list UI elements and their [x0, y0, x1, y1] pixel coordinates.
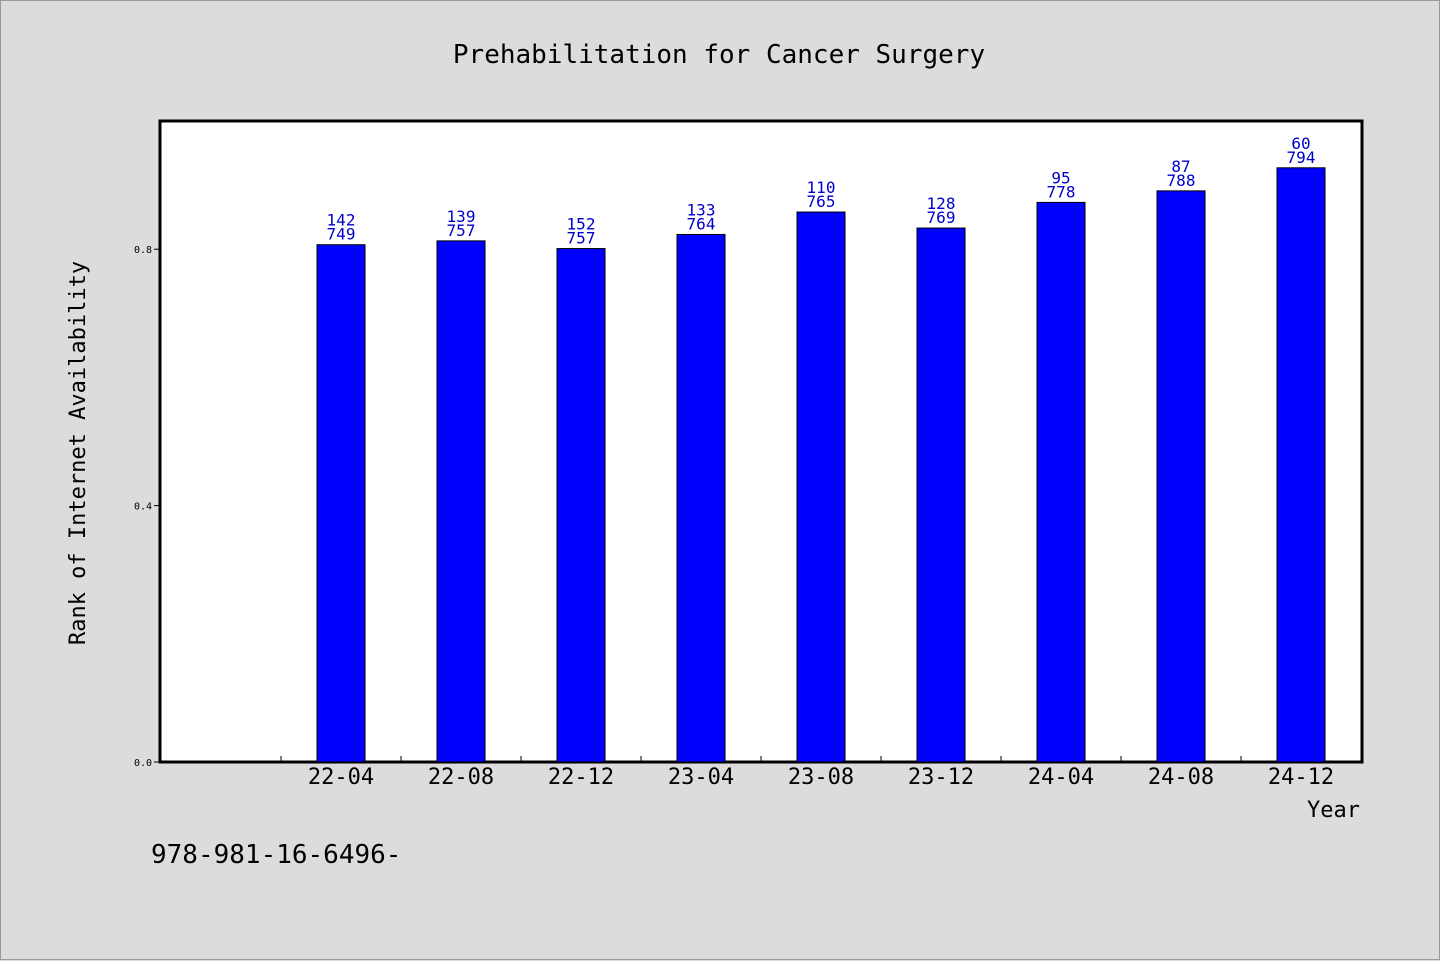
data-label-bottom: 757 — [447, 221, 476, 240]
data-label-top: 128 — [927, 194, 956, 213]
data-label-bottom: 794 — [1287, 148, 1316, 167]
data-label-bottom: 749 — [327, 225, 356, 244]
bar-22-04 — [316, 244, 366, 763]
x-tick-label: 22-04 — [308, 765, 374, 790]
data-label-top: 142 — [327, 211, 356, 230]
data-label-bottom: 757 — [567, 229, 596, 248]
bars-group — [316, 167, 1326, 763]
x-tick-label: 24-04 — [1028, 765, 1094, 790]
bar-22-12 — [556, 248, 606, 763]
data-label-top: 87 — [1171, 157, 1190, 176]
x-tick-label: 23-04 — [668, 765, 734, 790]
y-axis-title: Rank of Internet Availability — [66, 261, 91, 645]
x-tick-label: 24-08 — [1148, 765, 1214, 790]
data-label-bottom: 764 — [687, 214, 716, 233]
data-label-bottom: 778 — [1047, 182, 1076, 201]
x-tick-label: 23-12 — [908, 765, 974, 790]
y-tick-label: 0.8 — [134, 245, 152, 256]
bar-22-08 — [436, 240, 486, 763]
x-tick-label: 23-08 — [788, 765, 854, 790]
data-label-top: 152 — [567, 215, 596, 234]
y-axis-ticks: 0.0 0.4 0.8 — [134, 245, 160, 769]
x-axis-ticks: 22-04 22-08 22-12 23-04 23-08 23-12 24-04 24-08… — [280, 756, 1362, 790]
bar-23-08 — [796, 211, 846, 763]
x-tick-label: 22-08 — [428, 765, 494, 790]
bar-23-04 — [676, 233, 726, 763]
x-tick-label: 22-12 — [548, 765, 614, 790]
data-label-top: 133 — [687, 200, 716, 219]
data-label-top: 95 — [1051, 168, 1070, 187]
data-label-bottom: 769 — [927, 208, 956, 227]
data-label-bottom: 765 — [807, 192, 836, 211]
data-label-top: 60 — [1291, 134, 1310, 153]
chart-title: Prehabilitation for Cancer Surgery — [453, 40, 985, 70]
data-label-top: 139 — [447, 207, 476, 226]
x-tick-label: 24-12 — [1268, 765, 1334, 790]
bar-23-12 — [916, 227, 966, 763]
footer-isbn-text: 978-981-16-6496- — [151, 840, 401, 870]
y-tick-label: 0.4 — [134, 502, 152, 513]
bar-24-08 — [1156, 190, 1206, 763]
x-axis-title: Year — [1307, 798, 1360, 823]
y-tick-label: 0.0 — [134, 758, 152, 769]
bar-24-04 — [1036, 201, 1086, 763]
bar-24-12 — [1276, 167, 1326, 763]
data-label-top: 110 — [807, 178, 836, 197]
data-label-bottom: 788 — [1167, 171, 1196, 190]
